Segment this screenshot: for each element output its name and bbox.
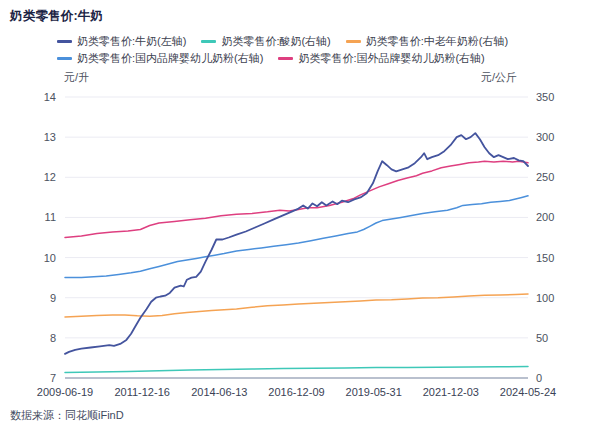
- x-axis-tick-label: 2021-12-03: [423, 386, 479, 398]
- data-source-note: 数据来源：同花顺iFinD: [10, 408, 124, 423]
- series-line-4: [65, 161, 528, 237]
- right-axis-tick-label: 150: [536, 252, 554, 264]
- series-line-1: [65, 367, 528, 373]
- left-axis-tick-label: 12: [44, 171, 56, 183]
- right-axis-tick-label: 350: [536, 91, 554, 103]
- left-axis-tick-label: 10: [44, 252, 56, 264]
- right-axis-tick-label: 200: [536, 211, 554, 223]
- left-axis-tick-label: 14: [44, 91, 56, 103]
- x-axis-tick-label: 2016-12-09: [268, 386, 324, 398]
- right-axis-tick-label: 50: [536, 332, 548, 344]
- left-axis-tick-label: 11: [45, 211, 56, 223]
- x-axis-tick-label: 2009-06-19: [37, 386, 93, 398]
- left-axis-tick-label: 13: [44, 131, 56, 143]
- left-axis-tick-label: 7: [50, 372, 56, 384]
- right-axis-tick-label: 300: [536, 131, 554, 143]
- chart-panel: 奶类零售价:牛奶 奶类零售价:牛奶(左轴)奶类零售价:酸奶(右轴)奶类零售价:中…: [0, 0, 600, 439]
- right-axis-tick-label: 0: [536, 372, 542, 384]
- chart-canvas: 14 350 13 300 12 250 11 200 10 150 9 100 8 50 7 0 2009-0…: [0, 0, 600, 439]
- right-axis-tick-label: 250: [536, 171, 554, 183]
- x-axis-tick-label: 2014-06-13: [191, 386, 247, 398]
- right-axis-tick-label: 100: [536, 292, 554, 304]
- left-axis-tick-label: 9: [50, 292, 56, 304]
- x-axis-tick-label: 2011-12-16: [114, 386, 169, 398]
- x-axis-tick-label: 2019-05-31: [346, 386, 402, 398]
- left-axis-tick-label: 8: [50, 332, 56, 344]
- x-axis-tick-label: 2024-05-24: [500, 386, 556, 398]
- series-line-3: [65, 196, 528, 278]
